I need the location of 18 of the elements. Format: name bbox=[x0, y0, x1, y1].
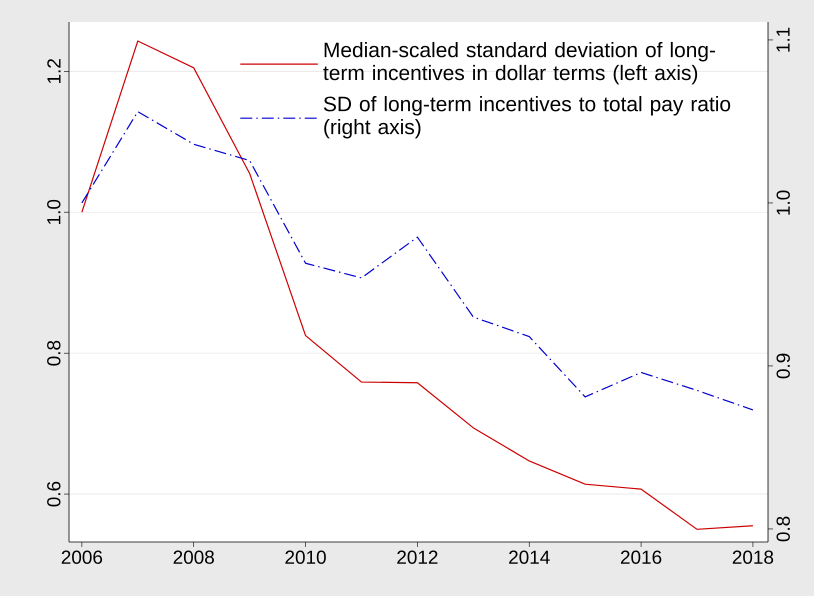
x-tick-label: 2010 bbox=[285, 550, 326, 564]
y-tick-label: 0.6 bbox=[47, 482, 60, 506]
x-tick-label: 2006 bbox=[62, 550, 102, 564]
x-tick-label: 2008 bbox=[174, 550, 214, 564]
legend-label: SD of long-term incentives to total pay ratio (right axis) bbox=[324, 96, 730, 138]
y-tick-label: 0.8 bbox=[47, 340, 60, 366]
y2-tick-label: 1.1 bbox=[776, 28, 790, 52]
y-tick-label: 1.0 bbox=[47, 200, 60, 224]
y2-tick-label: 0.9 bbox=[776, 354, 790, 378]
line-series bbox=[81, 40, 754, 530]
y2-tick-label: 0.8 bbox=[776, 516, 790, 542]
x-tick-label: 2018 bbox=[732, 550, 774, 564]
legend-label: Median-scaled standard deviation of long-term incentives in dollar terms (left axis) bbox=[323, 42, 716, 84]
x-tick-label: 2016 bbox=[620, 550, 662, 564]
y2-tick-label: 1.0 bbox=[776, 190, 790, 215]
y-tick-label: 1.2 bbox=[47, 59, 60, 84]
x-tick-label: 2012 bbox=[397, 550, 438, 564]
x-tick-label: 2014 bbox=[509, 550, 550, 564]
